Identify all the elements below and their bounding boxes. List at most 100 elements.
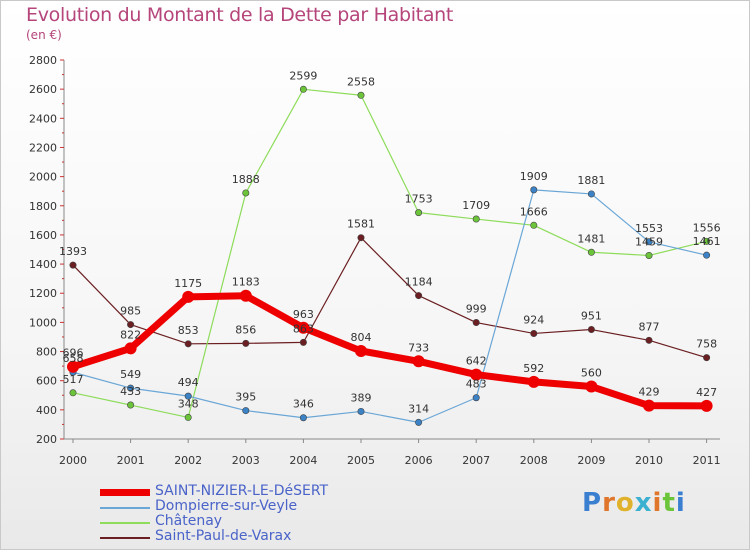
legend-item: Saint-Paul-de-Varax (100, 528, 440, 545)
data-label: 856 (235, 323, 256, 336)
data-point (645, 336, 653, 344)
y-tick-label: 1000 (29, 316, 57, 329)
data-label: 1909 (520, 170, 548, 183)
data-point (67, 360, 79, 373)
data-label: 1709 (462, 199, 490, 212)
y-tick-label: 2400 (29, 112, 57, 125)
data-label: 877 (639, 320, 660, 333)
data-point (184, 340, 192, 348)
data-label: 348 (178, 397, 199, 410)
data-label: 314 (408, 402, 429, 415)
y-tick-label: 1200 (29, 287, 57, 300)
data-label: 1581 (347, 218, 375, 231)
data-point (587, 248, 595, 256)
data-label: 1556 (693, 221, 721, 234)
legend-item: Dompierre-sur-Veyle (100, 498, 440, 515)
series-line-3 (69, 292, 711, 410)
data-label: 1753 (405, 193, 433, 206)
data-label: 2599 (289, 69, 317, 82)
data-label: 658 (63, 352, 84, 365)
data-point (472, 394, 480, 402)
x-tick-label: 2004 (289, 454, 317, 467)
data-label: 395 (235, 391, 256, 404)
chart-unit: (en €) (26, 28, 62, 42)
x-tick-label: 2011 (693, 454, 721, 467)
data-label: 389 (351, 391, 372, 404)
data-point (69, 261, 77, 269)
proxiti-logo: Proxiti (582, 488, 686, 518)
x-tick-label: 2008 (520, 454, 548, 467)
data-point (700, 399, 713, 412)
data-point (415, 292, 423, 300)
y-tick-label: 1800 (29, 200, 57, 213)
data-label: 517 (63, 373, 84, 386)
data-point (412, 355, 425, 368)
data-point (357, 234, 365, 242)
data-point (530, 221, 538, 229)
data-label: 1481 (577, 232, 605, 245)
data-point (184, 392, 192, 400)
y-tick-label: 600 (36, 375, 57, 388)
y-tick-label: 800 (36, 346, 57, 359)
y-tick-label: 2600 (29, 83, 57, 96)
y-tick-label: 400 (36, 404, 57, 417)
y-tick-label: 1400 (29, 258, 57, 271)
data-label: 863 (293, 322, 314, 335)
data-label: 853 (178, 324, 199, 337)
data-point (299, 85, 307, 93)
data-point (357, 407, 365, 415)
data-label: 1183 (232, 276, 260, 289)
data-label: 963 (293, 308, 314, 321)
data-point (585, 380, 598, 393)
data-point (297, 321, 310, 334)
data-point (703, 237, 711, 245)
data-point (472, 215, 480, 223)
chart-title: Evolution du Montant de la Dette par Hab… (26, 4, 454, 26)
y-tick-label: 2000 (29, 171, 57, 184)
series-line-1 (72, 88, 708, 419)
data-label: 2558 (347, 75, 375, 88)
data-label: 804 (351, 331, 372, 344)
legend-swatch (100, 537, 150, 539)
data-point (357, 91, 365, 99)
data-point (242, 407, 250, 415)
data-point (299, 414, 307, 422)
chart-svg: 200 400 600 800 1000 1200 1400 1600 1800 2000 2200… (29, 54, 721, 467)
x-tick-label: 2002 (174, 454, 202, 467)
legend-swatch (100, 507, 150, 509)
data-point (242, 189, 250, 197)
data-label: 951 (581, 310, 602, 323)
data-point (242, 339, 250, 347)
data-point (415, 418, 423, 426)
legend-item: SAINT-NIZIER-LE-DéSERT (100, 483, 440, 500)
data-label: 1461 (693, 235, 721, 248)
x-tick-label: 2005 (347, 454, 375, 467)
data-label: 483 (466, 378, 487, 391)
data-label: 1459 (635, 235, 663, 248)
data-point (472, 319, 480, 327)
legend-label: Saint-Paul-de-Varax (155, 528, 292, 544)
data-label: 1888 (232, 173, 260, 186)
data-label: 1881 (577, 174, 605, 187)
legend-item: Châtenay (100, 513, 440, 530)
x-tick-label: 2001 (117, 454, 145, 467)
data-point (127, 401, 135, 409)
data-label: 999 (466, 303, 487, 316)
y-tick-label: 2200 (29, 141, 57, 154)
data-point (415, 209, 423, 217)
data-label: 494 (178, 376, 199, 389)
data-label: 985 (120, 305, 141, 318)
data-point (355, 344, 367, 357)
data-point (470, 368, 483, 381)
data-point (587, 190, 595, 198)
legend-label: Châtenay (155, 513, 223, 529)
data-point (69, 389, 77, 397)
data-label: 696 (63, 347, 84, 360)
data-point (530, 329, 538, 337)
data-label: 1553 (635, 222, 663, 235)
x-tick-label: 2003 (232, 454, 260, 467)
data-point (530, 186, 538, 194)
data-point (124, 342, 137, 355)
data-label: 1666 (520, 205, 548, 218)
legend-swatch (100, 489, 150, 496)
